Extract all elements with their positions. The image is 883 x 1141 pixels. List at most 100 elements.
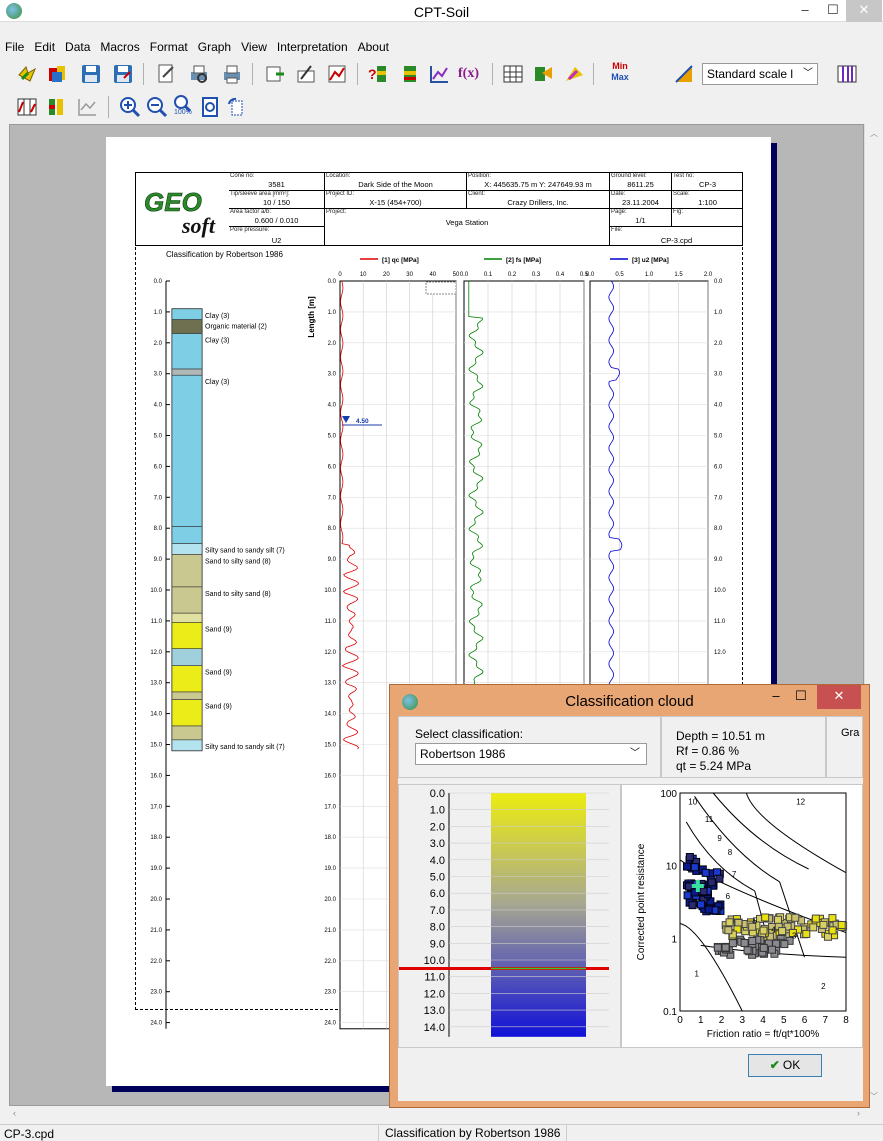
chart-edit-icon[interactable]: [326, 63, 348, 85]
position-value: X: 445635.75 m Y: 247649.93 m: [484, 180, 592, 189]
depth-tick-label-mid: 19.0: [324, 866, 336, 872]
client-value: Crazy Drillers, Inc.: [507, 198, 569, 207]
maximize-button[interactable]: ☐: [827, 2, 839, 17]
zoom-in-icon[interactable]: [119, 96, 141, 118]
dialog-maximize-button[interactable]: ☐: [795, 688, 807, 703]
soil-layer: [171, 374, 203, 527]
menu-about[interactable]: About: [357, 40, 389, 54]
min-max-button[interactable]: Min Max: [611, 61, 629, 82]
status-bar: CP-3.cpd Classification by Robertson 198…: [0, 1124, 883, 1141]
soil-layer: [171, 368, 203, 376]
depth-tick-label-right: 12.0: [714, 650, 726, 656]
menu-format[interactable]: Format: [149, 40, 188, 54]
cpt-table-icon[interactable]: [502, 63, 524, 85]
title-bar: CPT-Soil ‒ ☐ ✕: [0, 0, 883, 22]
depth-tick-label: 21.0: [150, 928, 162, 934]
horizontal-scrollbar[interactable]: ‹ ›: [9, 1106, 864, 1122]
ok-button[interactable]: ✔ OK: [748, 1054, 822, 1077]
data-point: [759, 926, 768, 935]
graph-icon[interactable]: [428, 63, 450, 85]
depth-tick-label: 3.0: [154, 372, 163, 378]
dialog-close-button[interactable]: ✕: [817, 685, 861, 709]
open-icon[interactable]: [16, 63, 38, 85]
depth-tick-label-right: 7.0: [714, 495, 723, 501]
menu-data[interactable]: Data: [65, 40, 91, 54]
menu-graph[interactable]: Graph: [197, 40, 232, 54]
scroll-up-icon[interactable]: ︿: [870, 129, 878, 138]
axis-tick-label: 0.3: [532, 272, 541, 278]
scale-select[interactable]: Standard scale l ﹀: [702, 63, 818, 85]
u2-trace: [608, 280, 623, 750]
menu-edit[interactable]: Edit: [34, 40, 56, 54]
scroll-left-icon[interactable]: ‹: [13, 1108, 16, 1118]
layers-icon[interactable]: [398, 63, 420, 85]
axis-tick-label: 0.5: [580, 272, 589, 278]
point-info-panel: Depth = 10.51 m Rf = 0.86 % qt = 5.24 MP…: [661, 716, 826, 778]
save-as-icon[interactable]: [112, 63, 134, 85]
scale-icon[interactable]: [673, 63, 695, 85]
depth-tick-label-right: 5.0: [714, 434, 723, 440]
soil-layer: [171, 665, 203, 693]
app-icon[interactable]: [6, 3, 22, 19]
zone-label: 8: [728, 848, 733, 857]
zoom-100-button[interactable]: 100%: [172, 94, 194, 120]
data-point: [713, 943, 722, 952]
zone-boundary: [694, 796, 780, 883]
menu-interpretation[interactable]: Interpretation: [276, 40, 348, 54]
menu-macros[interactable]: Macros: [100, 40, 140, 54]
close-button[interactable]: ✕: [846, 0, 882, 22]
zoom-page-icon[interactable]: [200, 96, 222, 118]
classification-select[interactable]: Robertson 1986 ﹀: [415, 743, 647, 765]
print-icon[interactable]: [221, 63, 243, 85]
export-icon[interactable]: [264, 63, 286, 85]
menu-file[interactable]: File: [5, 40, 25, 54]
scatter-icon[interactable]: [76, 96, 98, 118]
depth-profile-tick: 1.0: [430, 805, 445, 817]
page-setup-icon[interactable]: [155, 63, 177, 85]
classify-help-icon[interactable]: ?: [367, 63, 389, 85]
dialog-app-icon: [402, 694, 418, 710]
print-preview-icon[interactable]: [188, 63, 210, 85]
data-point: [721, 943, 730, 952]
data-point: [828, 914, 837, 923]
soil-layer-label: Organic material (2): [205, 324, 267, 331]
chart-layout-icon[interactable]: [16, 96, 38, 118]
data-point: [828, 926, 837, 935]
save-icon[interactable]: [80, 63, 102, 85]
scroll-down-icon[interactable]: ﹀: [870, 1092, 878, 1101]
depth-tick-label-right: 8.0: [714, 526, 723, 532]
depth-tick-label-right: 4.0: [714, 403, 723, 409]
chevron-down-icon: ﹀: [630, 748, 640, 759]
depth-tick-label-mid: 24.0: [324, 1021, 336, 1027]
dialog-minimize-button[interactable]: ‒: [772, 688, 780, 703]
qt-readout: qt = 5.24 MPa: [676, 759, 752, 773]
depth-tick-label-mid: 14.0: [324, 712, 336, 718]
location-value: Dark Side of the Moon: [358, 180, 433, 189]
import-icon[interactable]: [46, 63, 68, 85]
data-point: [690, 888, 699, 897]
menu-view[interactable]: View: [241, 40, 267, 54]
color-fill-icon[interactable]: [563, 63, 585, 85]
edit-report-icon[interactable]: [295, 63, 317, 85]
classification-title: Classification by Robertson 1986: [166, 250, 283, 259]
depth-tick-label-right: 1.0: [714, 310, 723, 316]
soil-layer: [171, 586, 203, 614]
interpret-icon[interactable]: [532, 63, 554, 85]
minimize-button[interactable]: ‒: [801, 2, 809, 17]
rotate-page-icon[interactable]: [226, 96, 248, 118]
column-layout-icon[interactable]: [46, 96, 68, 118]
depth-tick-label: 1.0: [154, 310, 163, 316]
multi-chart-icon[interactable]: [836, 63, 858, 85]
y-tick-label: 100: [660, 789, 677, 800]
depth-tick-label-right: 2.0: [714, 341, 723, 347]
scroll-right-icon[interactable]: ›: [857, 1108, 860, 1118]
zone-boundary: [685, 821, 755, 892]
soil-layer-label: Sand (9): [205, 704, 232, 711]
depth-tick-label-mid: 4.0: [328, 403, 337, 409]
function-button[interactable]: f(x): [458, 66, 479, 81]
y-axis-label: Corrected point resistance: [636, 843, 647, 960]
depth-color-profile[interactable]: 0.0 1.0 2.0 3.0 4.0 5.0 6.0 7.0 8.0 9.0 10.0 11.0 12…: [399, 785, 622, 1049]
axis-tick-label: 0: [338, 272, 342, 278]
zoom-out-icon[interactable]: [146, 96, 168, 118]
